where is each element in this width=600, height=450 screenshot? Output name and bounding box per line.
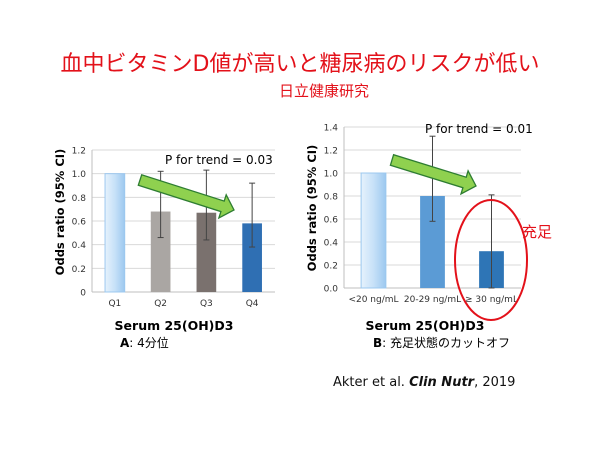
chart-a-annotation: P for trend = 0.03 xyxy=(165,153,273,167)
panel-b-letter: B xyxy=(373,336,383,350)
chart-1-ytick-label: 1.4 xyxy=(324,124,339,134)
panel-b-text: : 充足状態のカットオフ xyxy=(382,336,511,350)
citation-journal: Clin Nutr xyxy=(409,375,475,390)
chart-0-xtick-label: Q3 xyxy=(200,299,213,309)
chart-a-xlabel: Serum 25(OH)D3 xyxy=(115,318,234,333)
chart-0-bar xyxy=(196,212,217,292)
chart-0-ytick-label: 0.6 xyxy=(72,218,87,228)
chart-0-bar xyxy=(104,173,126,293)
chart-b-ylabel: Odds ratio (95% CI) xyxy=(305,145,319,272)
chart-0-xtick-label: Q1 xyxy=(108,299,121,309)
panel-a-text: : 4分位 xyxy=(129,336,169,350)
chart-1-ytick-label: 0.4 xyxy=(324,239,339,249)
citation-year: , 2019 xyxy=(474,375,516,390)
chart-1-ytick-label: 0.2 xyxy=(324,262,338,272)
chart-b-annotation: P for trend = 0.01 xyxy=(425,122,533,136)
citation: Akter et al. Clin Nutr, 2019 xyxy=(333,375,515,390)
chart-1-ytick-label: 1.2 xyxy=(324,147,338,157)
citation-authors: Akter et al. xyxy=(333,375,405,390)
chart-0-ytick-label: 0 xyxy=(80,289,86,299)
chart-0-ytick-label: 0.4 xyxy=(72,241,87,251)
slide-subtitle: 日立健康研究 xyxy=(278,82,369,100)
chart-0-ytick-label: 0.8 xyxy=(72,194,87,204)
chart-b-xlabel: Serum 25(OH)D3 xyxy=(366,318,485,333)
panel-b-caption: B: 充足状態のカットオフ xyxy=(373,334,510,351)
chart-0-ytick-label: 0.2 xyxy=(72,265,86,275)
chart-a-ylabel: Odds ratio (95% CI) xyxy=(53,149,67,276)
chart-0-bar xyxy=(150,211,171,292)
chart-1-ytick-label: 0.6 xyxy=(324,216,339,226)
chart-0-xtick-label: Q2 xyxy=(154,299,167,309)
trend-arrow-b xyxy=(389,153,477,196)
chart-0-ytick-label: 1.0 xyxy=(72,170,87,180)
chart-1-bar xyxy=(360,172,387,289)
sufficient-label: 充足 xyxy=(522,223,552,241)
chart-1-ytick-label: 0.8 xyxy=(324,193,339,203)
chart-1-xtick-label: ≥ 30 ng/mL xyxy=(465,295,518,305)
panel-a-caption: A: 4分位 xyxy=(120,334,169,351)
chart-1-xtick-label: 20-29 ng/mL xyxy=(404,295,461,305)
trend-arrow-a xyxy=(137,173,235,220)
chart-0-bar xyxy=(242,223,262,292)
sufficient-highlight-circle xyxy=(454,199,528,321)
chart-1-xtick-label: <20 ng/mL xyxy=(348,295,398,305)
slide-title: 血中ビタミンD値が高いと糖尿病のリスクが低い xyxy=(60,52,540,77)
chart-0-xtick-label: Q4 xyxy=(246,299,259,309)
chart-1-ytick-label: 0.0 xyxy=(324,285,339,295)
chart-1-ytick-label: 1.0 xyxy=(324,170,339,180)
chart-0-ytick-label: 1.2 xyxy=(72,147,86,157)
panel-a-letter: A xyxy=(120,336,130,350)
